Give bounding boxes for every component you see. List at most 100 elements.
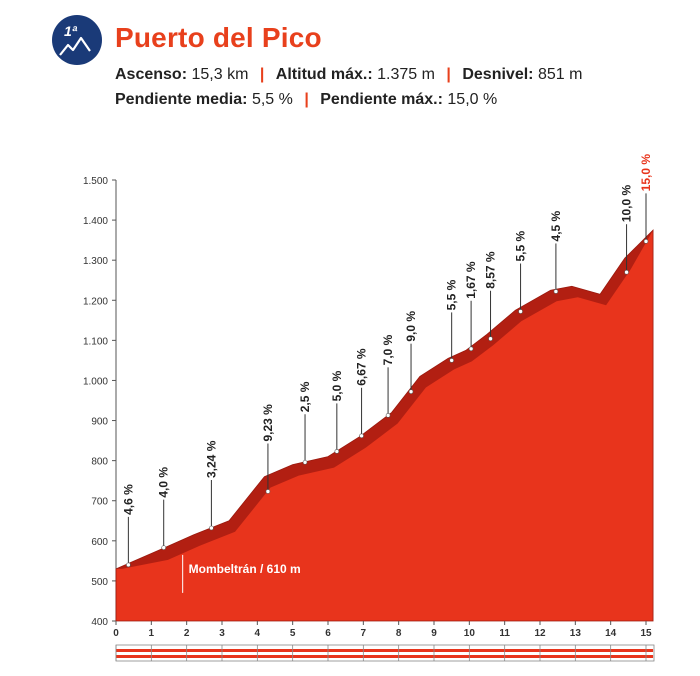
km-strip-segment-top (222, 649, 258, 652)
y-tick-label: 1.500 (83, 176, 108, 187)
profile-header: 1ª Puerto del Pico Ascenso: 15,3 km | Al… (0, 0, 700, 140)
y-tick-label: 800 (91, 457, 108, 468)
climb-title: Puerto del Pico (115, 22, 322, 53)
km-strip-segment-bottom (469, 655, 505, 658)
y-tick-label: 1.000 (83, 376, 108, 387)
stat-label-altitud: Altitud máx.: (275, 66, 373, 83)
km-strip-segment-top (434, 649, 470, 652)
km-strip-segment-bottom (504, 655, 540, 658)
category-label: 1ª (64, 23, 77, 39)
km-strip-segment-top (257, 649, 293, 652)
gradient-marker-dot (624, 269, 629, 275)
stat-value-ascenso: 15,3 km (191, 66, 249, 83)
x-tick-label: 1 (149, 628, 155, 639)
profile-ridge-band (116, 230, 654, 569)
gradient-label: 15,0 % (639, 154, 653, 192)
y-tick-label: 1.300 (83, 256, 108, 267)
stat-label-pendiente-max: Pendiente máx.: (320, 91, 443, 108)
gradient-marker-dot (643, 239, 649, 244)
km-strip-segment-top (646, 649, 654, 652)
km-strip-segment-top (610, 649, 646, 652)
x-tick-label: 2 (184, 628, 190, 639)
gradient-label: 6,67 % (355, 348, 369, 386)
km-strip-segment-top (540, 649, 576, 652)
km-strip-segment-bottom (610, 655, 646, 658)
gradient-marker-dot (488, 336, 493, 342)
km-strip-segment-top (116, 649, 152, 652)
km-strip-segment-top (575, 649, 611, 652)
gradient-marker-dot (265, 489, 271, 494)
km-strip-frame (115, 644, 655, 662)
x-tick-label: 8 (396, 628, 402, 639)
km-strip-segment-top (469, 649, 505, 652)
gradient-label: 4,5 % (549, 210, 563, 241)
category-badge: 1ª (52, 15, 102, 65)
km-strip-segment-bottom (575, 655, 611, 658)
gradient-marker-dot (209, 525, 214, 531)
gradient-label: 8,57 % (484, 251, 498, 289)
gradient-marker-dot (359, 433, 364, 439)
gradient-marker-dot (553, 289, 559, 294)
separator: | (446, 66, 451, 83)
mountain-icon (59, 36, 91, 56)
gradient-label: 1,67 % (464, 261, 478, 299)
km-strip-segment-bottom (116, 655, 152, 658)
x-tick-label: 3 (219, 628, 225, 639)
gradient-label: 9,23 % (261, 404, 275, 442)
gradient-marker-dot (334, 449, 340, 454)
gradient-label: 4,0 % (157, 467, 171, 498)
gradient-marker-dot (518, 309, 523, 314)
y-tick-label: 1.400 (83, 216, 108, 227)
stat-value-pendiente-media: 5,5 % (251, 91, 293, 108)
x-tick-label: 9 (431, 628, 437, 639)
y-tick-label: 400 (91, 617, 108, 628)
km-strip-segment-top (328, 649, 364, 652)
gradient-marker-dot (468, 346, 474, 352)
km-strip-segment-bottom (434, 655, 470, 658)
y-tick-label: 600 (91, 537, 108, 548)
km-strip-segment-bottom (257, 655, 293, 658)
x-tick-label: 6 (325, 628, 331, 639)
gradient-marker-dot (161, 545, 166, 550)
gradient-marker-dot (408, 389, 414, 394)
km-strip-segment-bottom (186, 655, 222, 658)
gradient-label: 5,0 % (330, 370, 344, 401)
km-strip-segment-top (398, 649, 434, 652)
start-town-label: Mombeltrán / 610 m (189, 562, 301, 576)
y-tick-label: 1.200 (83, 296, 108, 307)
gradient-label: 4,6 % (121, 484, 135, 515)
y-tick-label: 700 (91, 497, 108, 508)
x-tick-label: 12 (534, 628, 546, 639)
separator: | (304, 91, 309, 108)
x-tick-label: 13 (570, 628, 582, 639)
km-strip-segment-bottom (646, 655, 654, 658)
gradient-label: 2,5 % (298, 381, 312, 412)
gradient-marker-dot (385, 413, 391, 418)
km-strip-segment-top (151, 649, 187, 652)
separator: | (259, 66, 265, 83)
stat-label-ascenso: Ascenso: (115, 66, 188, 83)
km-strip-segment-bottom (222, 655, 258, 658)
km-strip-segment-bottom (540, 655, 576, 658)
gradient-label: 9,0 % (404, 311, 418, 342)
km-strip-segment-top (292, 649, 328, 652)
km-strip-segment-bottom (363, 655, 399, 658)
gradient-label: 5,5 % (445, 279, 459, 310)
km-strip-segment-bottom (151, 655, 187, 658)
gradient-label: 5,5 % (514, 230, 528, 261)
x-tick-label: 5 (290, 628, 296, 639)
stat-value-desnivel: 851 m (537, 66, 583, 83)
km-strip-segment-bottom (292, 655, 328, 658)
gradient-marker-dot (126, 562, 131, 568)
x-tick-label: 11 (499, 628, 510, 639)
stat-value-altitud: 1.375 m (377, 66, 435, 83)
gradient-label: 3,24 % (204, 440, 218, 478)
y-tick-label: 1.100 (83, 336, 108, 347)
x-tick-label: 15 (640, 628, 652, 639)
km-strip-segment-top (363, 649, 399, 652)
stat-label-pendiente-media: Pendiente media: (115, 91, 248, 108)
stat-label-desnivel: Desnivel: (462, 66, 534, 83)
km-strip-segment-top (504, 649, 540, 652)
gradient-label: 7,0 % (381, 334, 395, 365)
